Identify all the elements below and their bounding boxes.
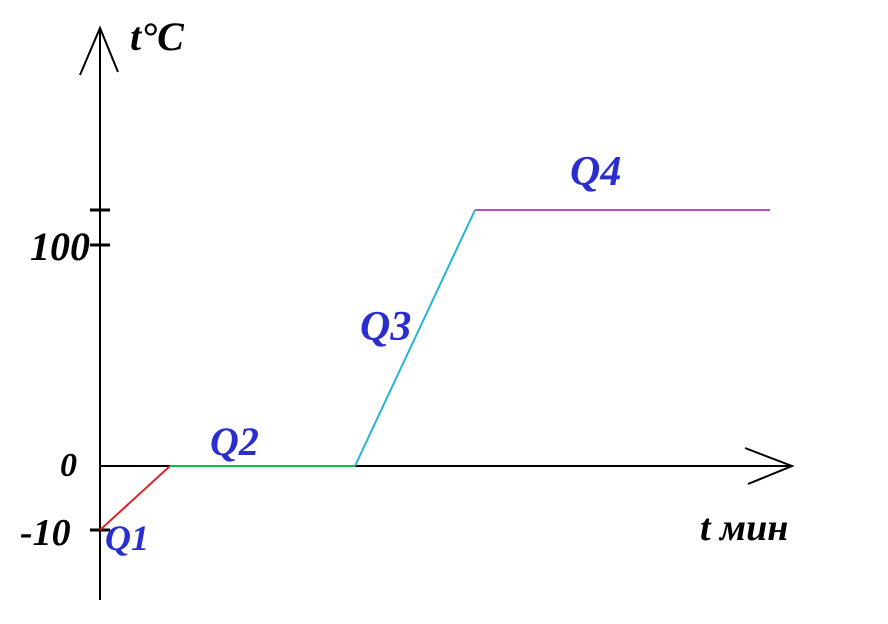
y-tick-label-neg10: -10 bbox=[20, 512, 71, 554]
label-q2: Q2 bbox=[210, 419, 259, 464]
y-tick-label-100: 100 bbox=[30, 224, 90, 269]
label-q1: Q1 bbox=[105, 518, 149, 558]
heating-curve-chart: t°C 100 0 -10 t мин Q1 Q2 Q3 Q4 bbox=[0, 0, 888, 624]
y-axis-label: t°C bbox=[130, 14, 185, 59]
y-tick-label-0: 0 bbox=[60, 447, 77, 484]
label-q4: Q4 bbox=[570, 149, 621, 195]
label-q3: Q3 bbox=[360, 304, 411, 350]
x-axis-label: t мин bbox=[700, 507, 788, 549]
